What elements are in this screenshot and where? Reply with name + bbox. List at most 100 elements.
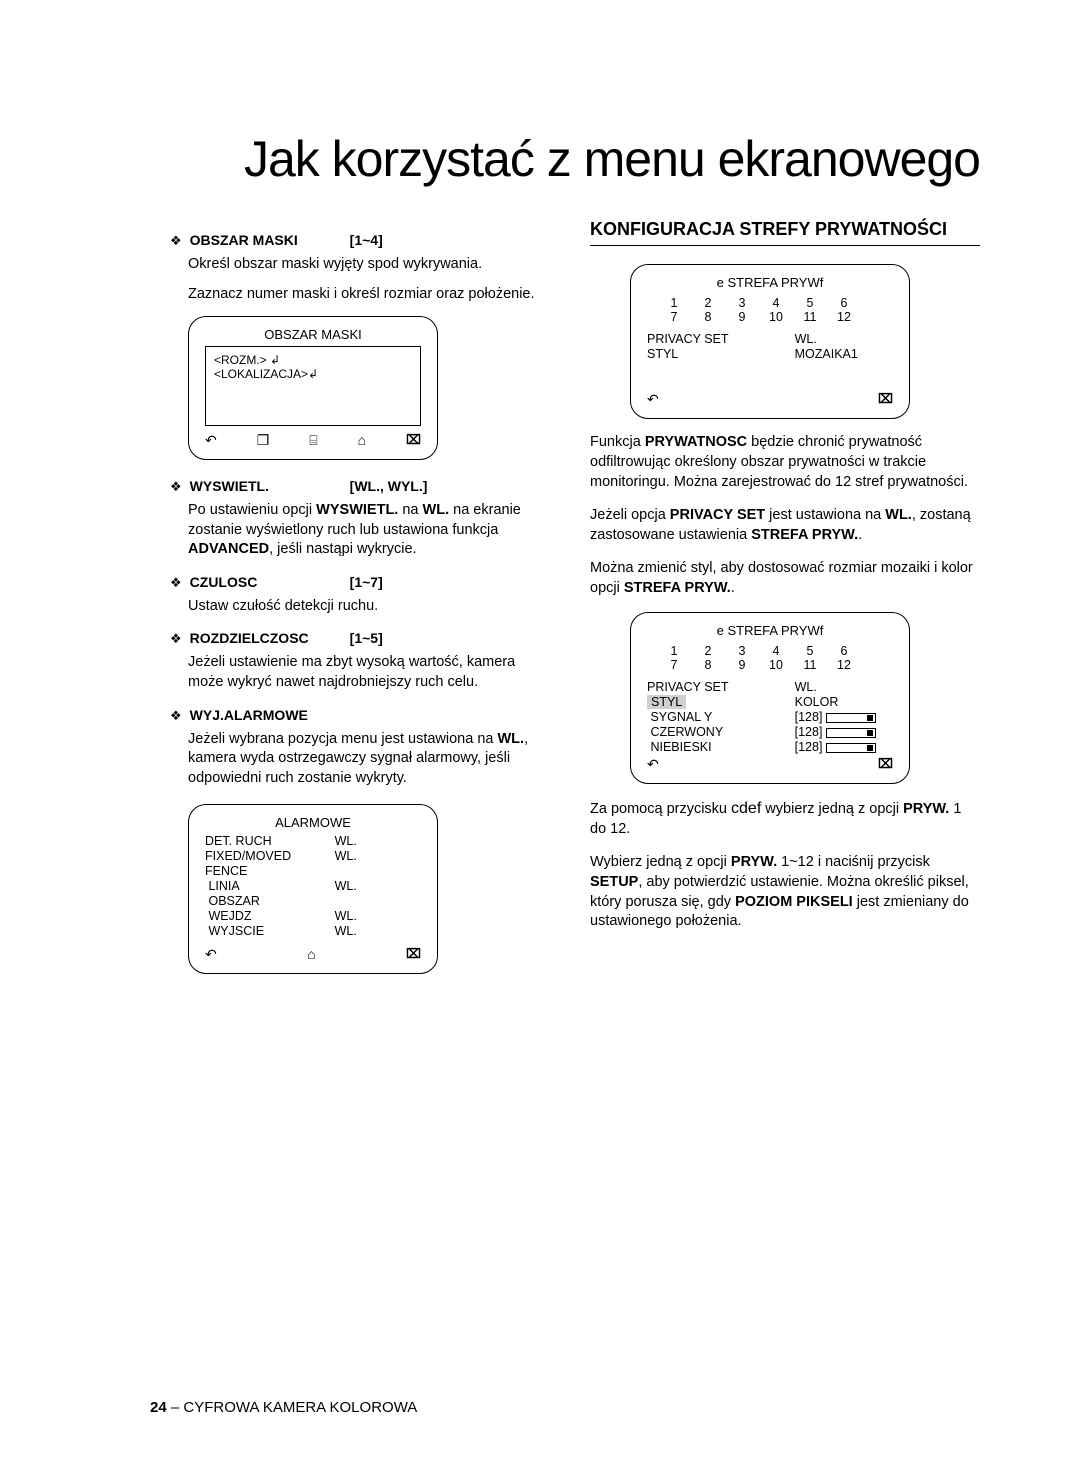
osd-priv2-grid: 123456789101112 (657, 644, 883, 672)
zone-number: 4 (759, 644, 793, 658)
osd-alarm-icons: ↶ ⌂ ⌧ (205, 946, 421, 963)
zone-number: 6 (827, 644, 861, 658)
item-rozdz: ❖ ROZDZIELCZOSC [1~5] (170, 630, 540, 647)
osd-priv2-title: e STREFA PRYWf (647, 623, 893, 638)
osd-mask-icons: ↶ ❐ ⌸ ⌂ ⌧ (205, 432, 421, 449)
osd-alarm-row: FIXED/MOVEDWL. (205, 849, 421, 863)
zone-number: 12 (827, 658, 861, 672)
home-icon: ⌂ (358, 432, 366, 449)
osd-mask-title: OBSZAR MASKI (205, 327, 421, 342)
right-column: KONFIGURACJA STREFY PRYWATNOŚCI e STREFA… (590, 218, 980, 974)
osd-priv1-title: e STREFA PRYWf (647, 275, 893, 290)
back-icon: ↶ (205, 946, 217, 963)
desc-obszar-1: Określ obszar maski wyjęty spod wykrywan… (188, 255, 540, 275)
zone-number: 1 (657, 296, 691, 310)
zone-number: 9 (725, 310, 759, 324)
osd-alarm-row: LINIAWL. (205, 879, 421, 893)
bullet-icon: ❖ (170, 479, 182, 495)
zone-number: 8 (691, 310, 725, 324)
section-heading: KONFIGURACJA STREFY PRYWATNOŚCI (590, 218, 980, 246)
desc-czulosc: Ustaw czułość detekcji ruchu. (188, 597, 540, 617)
range-wyswietl: [WL., WYL.] (350, 478, 428, 495)
label-czulosc: CZULOSC (190, 574, 350, 591)
zone-number: 2 (691, 296, 725, 310)
osd-priv1-r1: PRIVACY SETWL. (647, 332, 893, 346)
para-3: Można zmienić styl, aby dostosować rozmi… (590, 559, 980, 598)
item-czulosc: ❖ CZULOSC [1~7] (170, 574, 540, 591)
osd-alarm-row: WEJDZWL. (205, 909, 421, 923)
close-icon: ⌧ (878, 391, 893, 408)
osd-priv2-r1: PRIVACY SETWL. (647, 680, 893, 694)
close-icon: ⌧ (878, 756, 893, 773)
zone-number: 10 (759, 658, 793, 672)
item-obszar-maski: ❖ OBSZAR MASKI [1~4] (170, 232, 540, 249)
osd-priv2-r2: STYLKOLOR (647, 695, 893, 709)
zone-number: 7 (657, 658, 691, 672)
label-rozdz: ROZDZIELCZOSC (190, 630, 350, 647)
page-title: Jak korzystać z menu ekranowego (150, 130, 980, 188)
back-icon: ↶ (205, 432, 217, 449)
item-wyjalarm: ❖ WYJ.ALARMOWE (170, 707, 540, 724)
label-obszar-maski: OBSZAR MASKI (190, 232, 350, 249)
zone-number: 10 (759, 310, 793, 324)
para-4: Za pomocą przycisku cdef wybierz jedną z… (590, 798, 980, 839)
osd-mask-line1: <ROZM.> ↲ (214, 353, 412, 367)
label-wyjalarm: WYJ.ALARMOWE (190, 707, 350, 724)
range-rozdz: [1~5] (350, 630, 383, 647)
osd-alarm-title: ALARMOWE (205, 815, 421, 830)
zone-number: 5 (793, 644, 827, 658)
back-icon: ↶ (647, 756, 659, 773)
zone-number: 3 (725, 296, 759, 310)
osd-mask-area: OBSZAR MASKI <ROZM.> ↲ <LOKALIZACJA>↲ ↶ … (188, 316, 438, 460)
zone-number: 9 (725, 658, 759, 672)
page-footer: 24 – CYFROWA KAMERA KOLOROWA (150, 1399, 417, 1416)
zone-number: 12 (827, 310, 861, 324)
close-icon: ⌧ (406, 432, 421, 449)
osd-privacy-1: e STREFA PRYWf 123456789101112 PRIVACY S… (630, 264, 910, 419)
sd-icon: ❐ (257, 432, 270, 449)
home-icon: ⌂ (307, 946, 315, 963)
zone-number: 1 (657, 644, 691, 658)
para-5: Wybierz jedną z opcji PRYW. 1~12 i naciś… (590, 853, 980, 931)
bullet-icon: ❖ (170, 233, 182, 249)
left-column: ❖ OBSZAR MASKI [1~4] Określ obszar maski… (150, 218, 540, 974)
osd-alarm-row: DET. RUCHWL. (205, 834, 421, 848)
para-1: Funkcja PRYWATNOSC będzie chronić prywat… (590, 433, 980, 492)
close-icon: ⌧ (406, 946, 421, 963)
zone-number: 5 (793, 296, 827, 310)
osd-priv2-r3: SYGNAL Y[128] (647, 710, 893, 724)
desc-rozdz: Jeżeli ustawienie ma zbyt wysoką wartość… (188, 653, 540, 692)
osd-priv2-icons: ↶ ⌧ (647, 756, 893, 773)
desc-obszar-2: Zaznacz numer maski i określ rozmiar ora… (188, 285, 540, 305)
desc-wyswietl: Po ustawieniu opcji WYSWIETL. na WL. na … (188, 501, 540, 560)
osd-priv1-r2: STYLMOZAIKA1 (647, 347, 893, 361)
back-icon: ↶ (647, 391, 659, 408)
osd-mask-inner: <ROZM.> ↲ <LOKALIZACJA>↲ (205, 346, 421, 426)
zone-number: 4 (759, 296, 793, 310)
range-obszar-maski: [1~4] (350, 232, 383, 249)
osd-alarm-row: OBSZAR (205, 894, 421, 908)
osd-priv2-r5: NIEBIESKI[128] (647, 740, 893, 754)
label-wyswietl: WYSWIETL. (190, 478, 350, 495)
zone-number: 11 (793, 310, 827, 324)
zone-number: 3 (725, 644, 759, 658)
desc-wyjalarm: Jeżeli wybrana pozycja menu jest ustawio… (188, 730, 540, 789)
para-2: Jeżeli opcja PRIVACY SET jest ustawiona … (590, 506, 980, 545)
osd-privacy-2: e STREFA PRYWf 123456789101112 PRIVACY S… (630, 612, 910, 784)
item-wyswietl: ❖ WYSWIETL. [WL., WYL.] (170, 478, 540, 495)
osd-alarm-rows: DET. RUCHWL.FIXED/MOVEDWL.FENCE LINIAWL.… (205, 834, 421, 938)
zone-number: 8 (691, 658, 725, 672)
bullet-icon: ❖ (170, 631, 182, 647)
osd-priv1-icons: ↶ ⌧ (647, 391, 893, 408)
osd-priv1-grid: 123456789101112 (657, 296, 883, 324)
zone-number: 11 (793, 658, 827, 672)
osd-priv2-r4: CZERWONY[128] (647, 725, 893, 739)
osd-mask-line2: <LOKALIZACJA>↲ (214, 367, 412, 381)
osd-alarm-row: FENCE (205, 864, 421, 878)
zone-number: 6 (827, 296, 861, 310)
bullet-icon: ❖ (170, 708, 182, 724)
zone-number: 2 (691, 644, 725, 658)
zone-number: 7 (657, 310, 691, 324)
osd-alarm: ALARMOWE DET. RUCHWL.FIXED/MOVEDWL.FENCE… (188, 804, 438, 974)
save-icon: ⌸ (309, 432, 317, 449)
